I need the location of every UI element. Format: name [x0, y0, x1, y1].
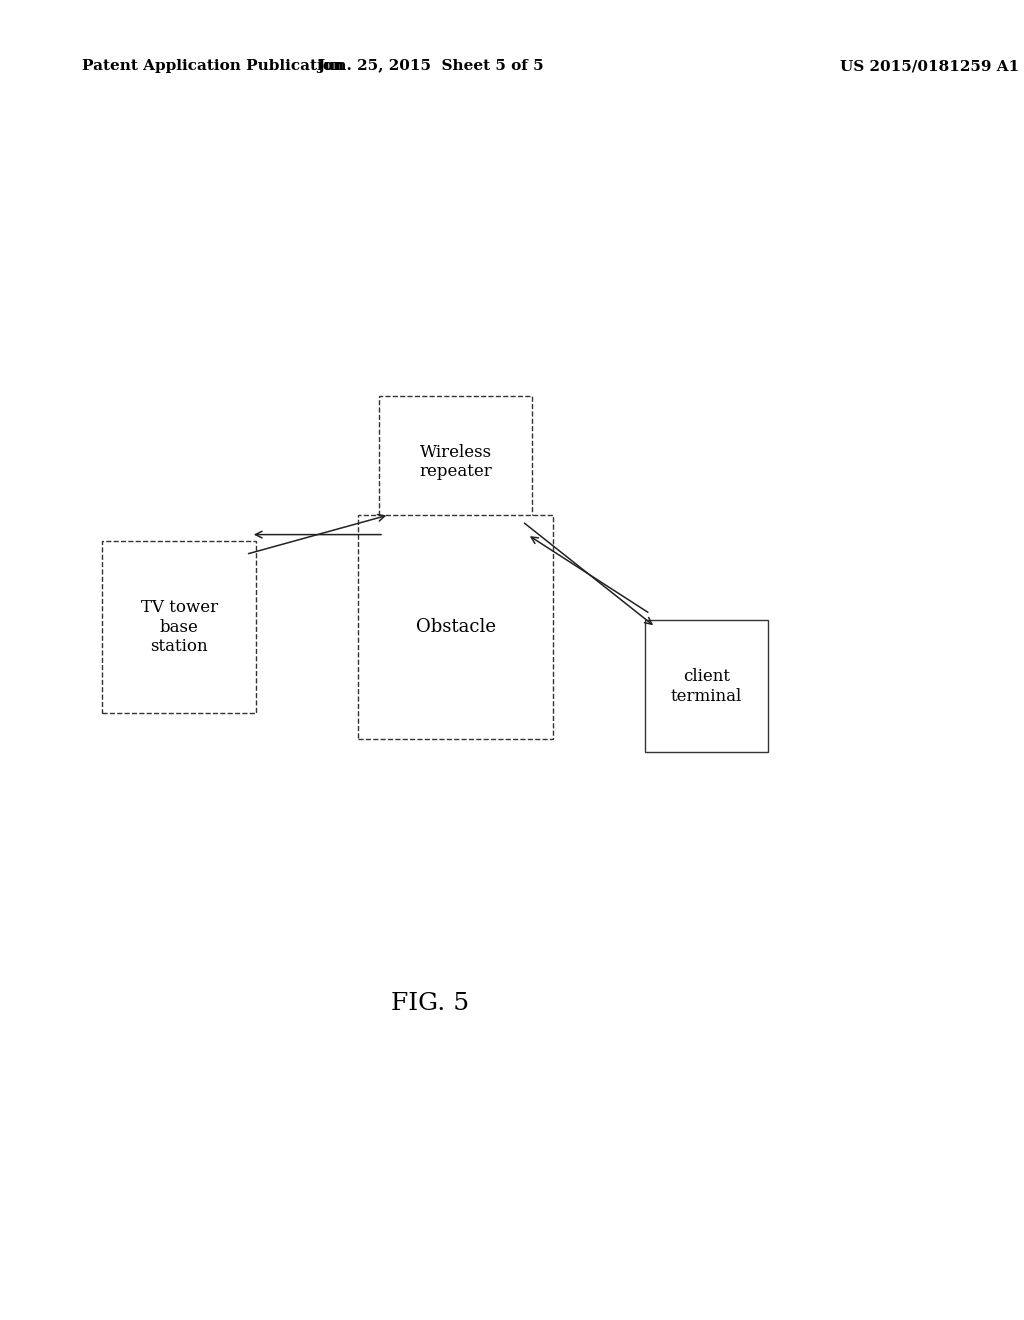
Text: TV tower
base
station: TV tower base station	[140, 599, 218, 655]
Text: Obstacle: Obstacle	[416, 618, 496, 636]
FancyBboxPatch shape	[379, 396, 532, 528]
Text: client
terminal: client terminal	[671, 668, 742, 705]
FancyBboxPatch shape	[358, 515, 553, 739]
Text: US 2015/0181259 A1: US 2015/0181259 A1	[840, 59, 1019, 74]
Text: Patent Application Publication: Patent Application Publication	[82, 59, 344, 74]
FancyBboxPatch shape	[102, 541, 256, 713]
FancyBboxPatch shape	[645, 620, 768, 752]
Text: Wireless
repeater: Wireless repeater	[419, 444, 493, 480]
Text: FIG. 5: FIG. 5	[391, 991, 469, 1015]
Text: Jun. 25, 2015  Sheet 5 of 5: Jun. 25, 2015 Sheet 5 of 5	[316, 59, 544, 74]
